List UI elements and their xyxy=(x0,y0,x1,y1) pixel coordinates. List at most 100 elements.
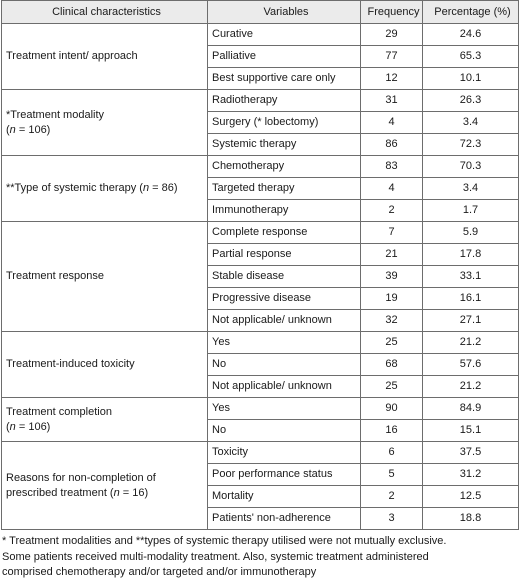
variable-cell: Partial response xyxy=(207,243,361,266)
percentage-cell: 3.4 xyxy=(422,177,519,200)
table-row: Patients' non-adherence 3 18.8 xyxy=(2,507,519,530)
table-row: Partial response 21 17.8 xyxy=(2,243,519,266)
variable-cell: Complete response xyxy=(207,221,361,244)
category-line-suffix: = 16) xyxy=(119,486,149,499)
category-non-completion-reasons: Reasons for non-completion of prescribed… xyxy=(1,441,208,530)
table-row: Not applicable/ unknown 25 21.2 xyxy=(2,375,519,398)
category-line-prefix: ( xyxy=(6,123,10,136)
category-treatment-toxicity: Treatment-induced toxicity xyxy=(1,331,208,398)
percentage-cell: 24.6 xyxy=(422,23,519,46)
variable-cell: Systemic therapy xyxy=(207,133,361,156)
category-line-suffix: = 86) xyxy=(149,182,178,194)
variable-cell: Toxicity xyxy=(207,441,361,464)
percentage-cell: 37.5 xyxy=(422,441,519,464)
header-percentage: Percentage (%) xyxy=(422,0,519,24)
percentage-cell: 10.1 xyxy=(422,67,519,90)
frequency-cell: 29 xyxy=(360,23,423,46)
frequency-cell: 4 xyxy=(360,177,423,200)
frequency-cell: 77 xyxy=(360,45,423,68)
percentage-cell: 1.7 xyxy=(422,199,519,222)
variable-cell: No xyxy=(207,419,361,442)
category-line-suffix: = 106) xyxy=(15,123,51,136)
frequency-cell: 90 xyxy=(360,397,423,420)
variable-cell: Not applicable/ unknown xyxy=(207,309,361,332)
category-line: Treatment completion xyxy=(6,405,112,418)
table-row: Targeted therapy 4 3.4 xyxy=(2,177,519,200)
variable-cell: Mortality xyxy=(207,485,361,508)
frequency-cell: 19 xyxy=(360,287,423,310)
table-header-row: Clinical characteristics Variables Frequ… xyxy=(1,0,519,24)
variable-cell: Progressive disease xyxy=(207,287,361,310)
variable-cell: Immunotherapy xyxy=(207,199,361,222)
frequency-cell: 31 xyxy=(360,89,423,112)
table-footnote: * Treatment modalities and **types of sy… xyxy=(0,530,519,581)
variable-cell: Best supportive care only xyxy=(207,67,361,90)
category-line-suffix: = 106) xyxy=(15,420,51,433)
category-treatment-completion: Treatment completion (n = 106) xyxy=(1,397,208,442)
frequency-cell: 2 xyxy=(360,199,423,222)
table-row: Treatment completion (n = 106) Yes 90 84… xyxy=(1,397,519,442)
percentage-cell: 21.2 xyxy=(422,375,519,398)
percentage-cell: 26.3 xyxy=(422,89,519,112)
category-n-symbol: n xyxy=(113,486,120,499)
frequency-cell: 25 xyxy=(360,331,423,354)
table-row: Stable disease 39 33.1 xyxy=(2,265,519,288)
variable-cell: Chemotherapy xyxy=(207,155,361,178)
frequency-cell: 7 xyxy=(360,221,423,244)
header-frequency: Frequency xyxy=(360,0,423,24)
category-line: Reasons for non-completion of xyxy=(6,471,156,484)
category-treatment-response: Treatment response xyxy=(1,221,208,332)
table-row: Mortality 2 12.5 xyxy=(2,485,519,508)
table-row: Reasons for non-completion of prescribed… xyxy=(1,441,519,530)
frequency-cell: 4 xyxy=(360,111,423,134)
table-row: No 16 15.1 xyxy=(2,419,519,442)
category-treatment-intent: Treatment intent/ approach xyxy=(1,23,208,90)
variable-cell: Poor performance status xyxy=(207,463,361,486)
frequency-cell: 32 xyxy=(360,309,423,332)
variable-cell: Curative xyxy=(207,23,361,46)
percentage-cell: 72.3 xyxy=(422,133,519,156)
percentage-cell: 33.1 xyxy=(422,265,519,288)
percentage-cell: 18.8 xyxy=(422,507,519,530)
table-row: Surgery (* lobectomy) 4 3.4 xyxy=(2,111,519,134)
footnote-line: Some patients received multi-modality tr… xyxy=(2,550,429,563)
treatment-characteristics-table: Clinical characteristics Variables Frequ… xyxy=(1,0,519,530)
table-row: **Type of systemic therapy (n = 86) Chem… xyxy=(1,155,519,222)
variable-cell: Not applicable/ unknown xyxy=(207,375,361,398)
category-line-prefix: prescribed treatment ( xyxy=(6,486,114,499)
variable-cell: Yes xyxy=(207,397,361,420)
variable-cell: Targeted therapy xyxy=(207,177,361,200)
frequency-cell: 3 xyxy=(360,507,423,530)
percentage-cell: 21.2 xyxy=(422,331,519,354)
footnote-line: * Treatment modalities and **types of sy… xyxy=(2,535,447,547)
table-row: Treatment-induced toxicity Yes 25 21.2 xyxy=(1,331,519,398)
percentage-cell: 70.3 xyxy=(422,155,519,178)
table-row: Treatment response Complete response 7 5… xyxy=(1,221,519,332)
table-row: *Treatment modality (n = 106) Radiothera… xyxy=(1,89,519,156)
footnote-line: comprised chemotherapy and/or targeted a… xyxy=(2,566,317,578)
percentage-cell: 12.5 xyxy=(422,485,519,508)
frequency-cell: 25 xyxy=(360,375,423,398)
frequency-cell: 21 xyxy=(360,243,423,266)
variable-cell: No xyxy=(207,353,361,376)
percentage-cell: 5.9 xyxy=(422,221,519,244)
variable-cell: Patients' non-adherence xyxy=(207,507,361,530)
frequency-cell: 68 xyxy=(360,353,423,376)
variable-cell: Yes xyxy=(207,331,361,354)
frequency-cell: 86 xyxy=(360,133,423,156)
header-variables: Variables xyxy=(207,0,361,24)
category-line: *Treatment modality xyxy=(6,108,105,121)
frequency-cell: 83 xyxy=(360,155,423,178)
percentage-cell: 17.8 xyxy=(422,243,519,266)
percentage-cell: 31.2 xyxy=(422,463,519,486)
frequency-cell: 12 xyxy=(360,67,423,90)
header-clinical-characteristics: Clinical characteristics xyxy=(1,0,208,24)
frequency-cell: 39 xyxy=(360,265,423,288)
table-row: Immunotherapy 2 1.7 xyxy=(2,199,519,222)
category-line-prefix: **Type of systemic therapy ( xyxy=(6,182,143,194)
percentage-cell: 15.1 xyxy=(422,419,519,442)
category-n-symbol: n xyxy=(9,420,16,433)
table-row: Treatment intent/ approach Curative 29 2… xyxy=(1,23,519,90)
category-systemic-therapy-type: **Type of systemic therapy (n = 86) xyxy=(1,155,208,222)
